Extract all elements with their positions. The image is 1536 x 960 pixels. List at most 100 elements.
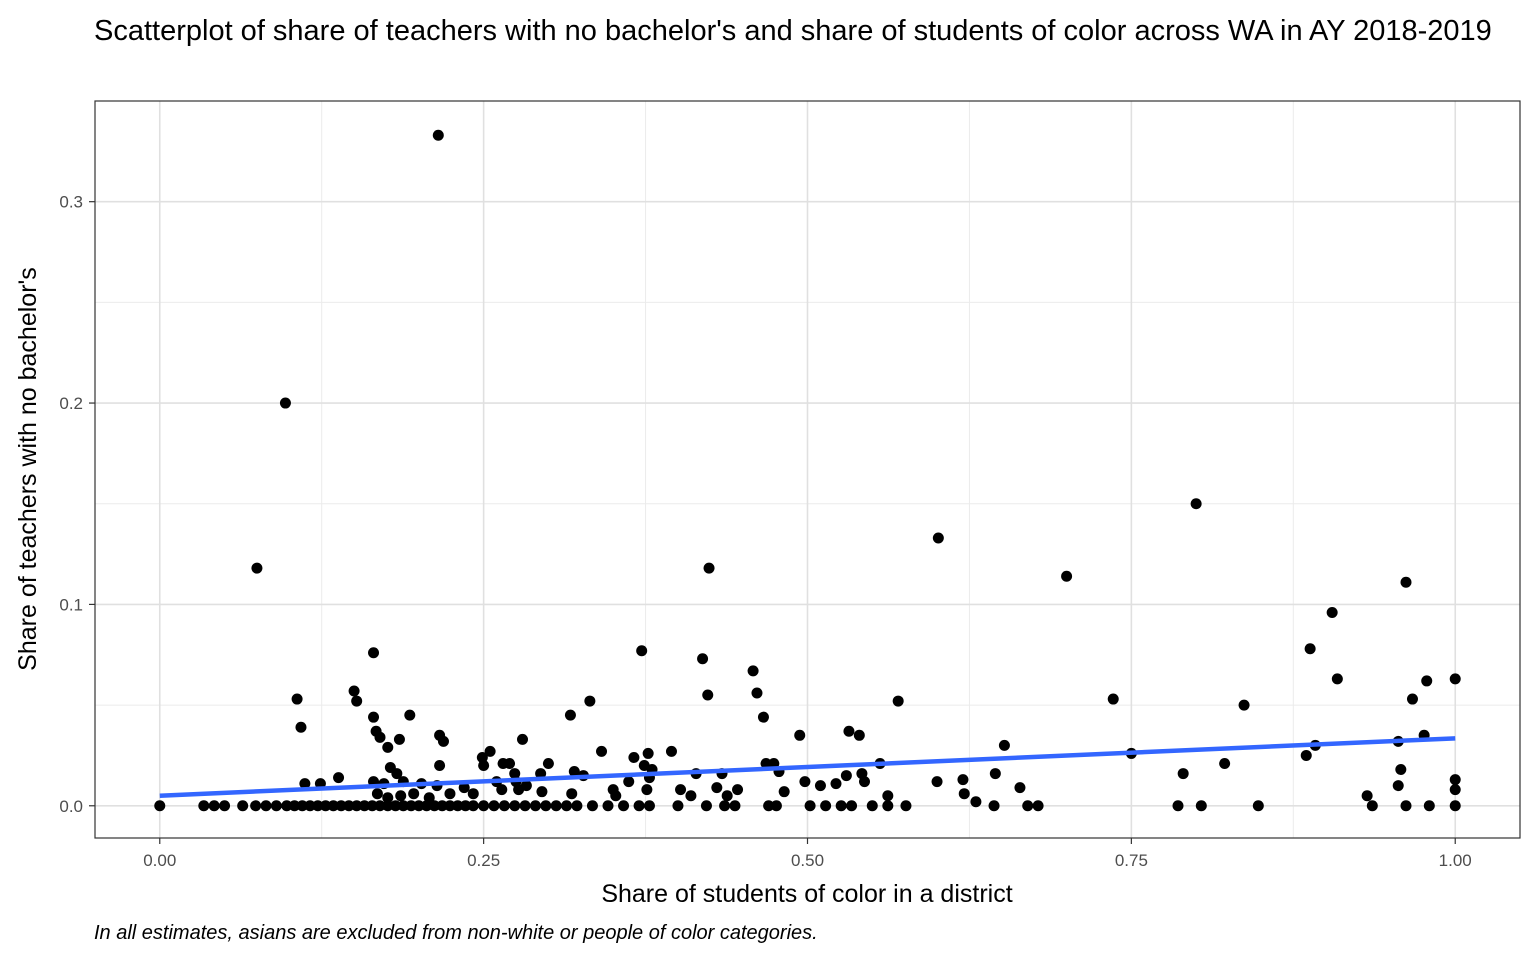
scatter-point — [596, 745, 608, 757]
scatter-point — [998, 739, 1010, 751]
scatter-point — [519, 800, 531, 812]
scatter-point — [478, 800, 490, 812]
scatter-point — [219, 800, 231, 812]
scatter-point — [1449, 784, 1461, 796]
scatter-point — [665, 745, 677, 757]
scatter-point — [586, 800, 598, 812]
scatter-point — [770, 800, 782, 812]
scatter-point — [296, 800, 308, 812]
scatter-point — [641, 784, 653, 796]
chart-title: Scatterplot of share of teachers with no… — [94, 15, 1492, 47]
scatter-point — [509, 800, 521, 812]
scatter-point — [1331, 673, 1343, 685]
scatter-point — [444, 800, 456, 812]
scatter-point — [393, 733, 405, 745]
scatter-point — [882, 800, 894, 812]
scatter-point — [374, 800, 386, 812]
scatter-point — [732, 784, 744, 796]
scatter-point — [700, 800, 712, 812]
scatter-point — [335, 800, 347, 812]
scatter-point — [853, 729, 865, 741]
scatter-point — [320, 800, 332, 812]
scatter-point — [794, 729, 806, 741]
scatter-point — [1400, 576, 1412, 588]
scatter-point — [312, 800, 324, 812]
scatter-point — [1400, 800, 1412, 812]
trend-line — [159, 736, 1456, 798]
scatter-point — [970, 796, 982, 808]
scatter-point — [423, 792, 435, 804]
scatter-point — [436, 800, 448, 812]
scatter-point — [374, 731, 386, 743]
scatter-point — [882, 790, 894, 802]
scatter-point — [675, 784, 687, 796]
scatter-point — [958, 788, 970, 800]
scatter-point — [270, 800, 282, 812]
chart-caption: In all estimates, asians are excluded fr… — [94, 922, 818, 944]
scatter-point — [279, 397, 291, 409]
scatter-point — [413, 800, 425, 812]
x-tick-label: 0.25 — [467, 851, 500, 870]
x-axis-ticks: 0.00 0.25 0.50 0.75 1.00 — [143, 838, 1472, 870]
scatter-point — [437, 735, 449, 747]
scatter-point — [333, 772, 345, 784]
scatter-point — [1449, 673, 1461, 685]
scatter-point — [432, 129, 444, 141]
scatter-point — [729, 800, 741, 812]
scatter-point — [1172, 800, 1184, 812]
scatter-point — [358, 800, 370, 812]
scatter-point — [208, 800, 220, 812]
scatter-point — [535, 768, 547, 780]
scatter-point — [529, 800, 541, 812]
scatter-point — [1061, 570, 1073, 582]
scatter-point — [496, 784, 508, 796]
scatter-point — [1366, 800, 1378, 812]
scatter-point — [697, 653, 709, 665]
scatter-point — [488, 800, 500, 812]
scatter-point — [542, 757, 554, 769]
scatter-point — [763, 800, 775, 812]
scatter-point — [343, 800, 355, 812]
scatter-point — [1300, 749, 1312, 761]
y-tick-label: 0.0 — [59, 797, 83, 816]
scatter-point — [1449, 800, 1461, 812]
scatter-point — [382, 741, 394, 753]
scatter-point — [428, 800, 440, 812]
scatter-point — [799, 776, 811, 788]
scatter-point — [368, 711, 380, 723]
scatter-point — [843, 725, 855, 737]
scatter-point — [536, 786, 548, 798]
scatter-point — [467, 800, 479, 812]
scatter-point — [452, 800, 464, 812]
scatter-point — [1326, 606, 1338, 618]
scatter-point — [618, 800, 630, 812]
scatter-point — [564, 709, 576, 721]
scatter-point — [633, 800, 645, 812]
scatter-point — [988, 800, 1000, 812]
scatter-point — [931, 776, 943, 788]
y-axis-title: Share of teachers with no bachelor's — [14, 267, 42, 671]
scatter-point — [1195, 800, 1207, 812]
scatter-point — [405, 800, 417, 812]
scatter-point — [1032, 800, 1044, 812]
scatter-point — [348, 685, 360, 697]
scatter-point — [642, 747, 654, 759]
scatter-point — [1406, 693, 1418, 705]
scatter-point — [757, 711, 769, 723]
x-tick-label: 0.00 — [143, 851, 176, 870]
scatter-point — [509, 768, 521, 780]
scatter-point — [571, 800, 583, 812]
scatter-point — [932, 532, 944, 544]
scatter-point — [291, 693, 303, 705]
scatter-point — [703, 562, 715, 574]
scatter-point — [711, 782, 723, 794]
scatter-point — [820, 800, 832, 812]
scatter-point — [814, 780, 826, 792]
x-tick-label: 1.00 — [1439, 851, 1472, 870]
scatter-point — [610, 790, 622, 802]
scatter-point — [299, 778, 311, 790]
scatter-point — [458, 782, 470, 794]
scatter-point — [830, 778, 842, 790]
scatter-point — [476, 751, 488, 763]
